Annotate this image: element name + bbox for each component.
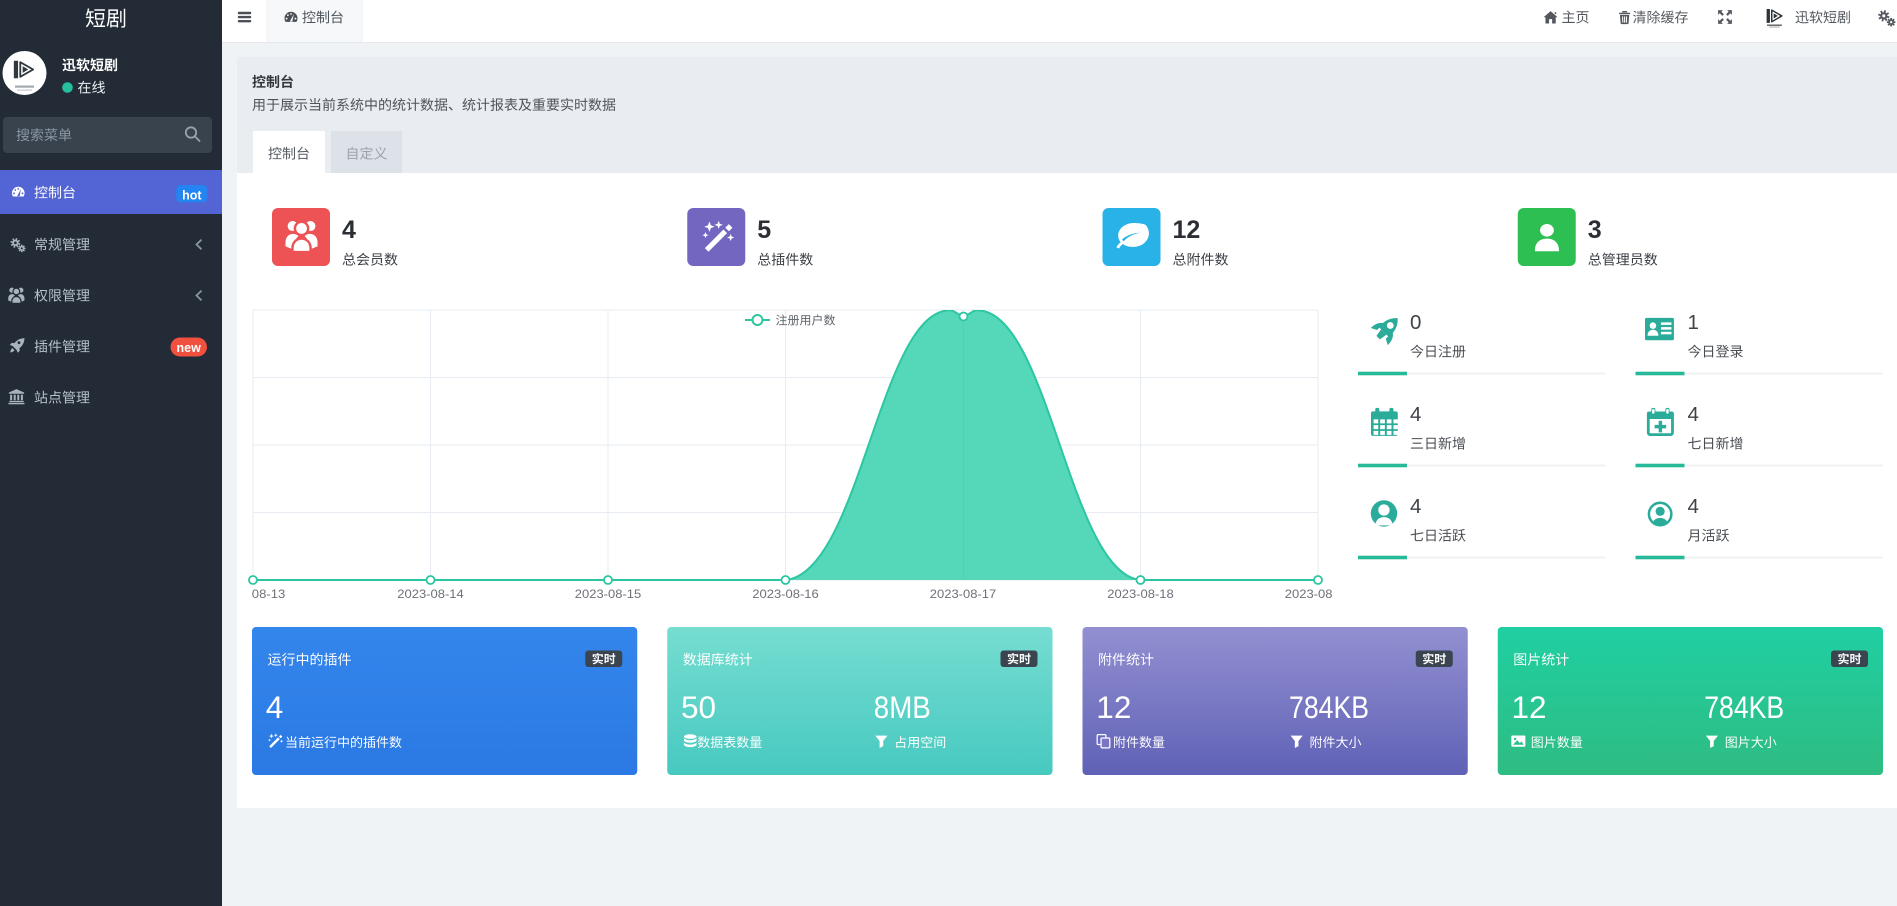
svg-text:784KB: 784KB [1704, 689, 1784, 725]
svg-text:4: 4 [1688, 403, 1699, 426]
svg-text:4: 4 [1688, 495, 1699, 518]
svg-text:2023-08-15: 2023-08-15 [575, 587, 642, 601]
svg-text:2023-08-14: 2023-08-14 [397, 587, 464, 601]
svg-text:3: 3 [1588, 216, 1602, 244]
svg-text:0: 0 [1410, 311, 1421, 334]
svg-text:12: 12 [1096, 689, 1131, 725]
svg-text:784KB: 784KB [1289, 689, 1369, 725]
svg-text:2023-08-18: 2023-08-18 [1107, 587, 1174, 601]
svg-text:4: 4 [342, 216, 356, 244]
svg-text:new: new [177, 341, 202, 355]
svg-text:5: 5 [757, 216, 771, 244]
svg-text:4: 4 [266, 689, 284, 725]
svg-text:2023-08-17: 2023-08-17 [930, 587, 997, 601]
svg-text:hot: hot [182, 188, 202, 202]
svg-text:2023-08-16: 2023-08-16 [752, 587, 819, 601]
svg-text:8MB: 8MB [874, 689, 931, 725]
svg-text:4: 4 [1410, 403, 1421, 426]
svg-text:08-13: 08-13 [252, 587, 286, 601]
svg-text:50: 50 [681, 689, 716, 725]
svg-text:1: 1 [1688, 311, 1699, 334]
svg-text:12: 12 [1512, 689, 1547, 725]
svg-text:2023-08-19: 2023-08-19 [1285, 587, 1352, 601]
svg-text:12: 12 [1173, 216, 1201, 244]
svg-text:4: 4 [1410, 495, 1421, 518]
